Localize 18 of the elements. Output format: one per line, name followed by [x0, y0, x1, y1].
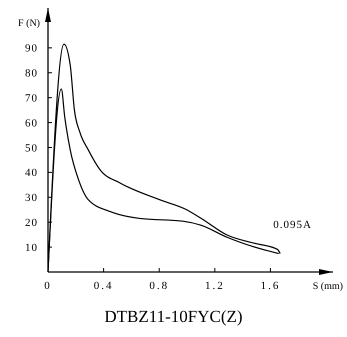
y-tick-label: 80: [25, 68, 38, 80]
y-tick-label: 20: [25, 217, 38, 230]
x-tick-label: 0: [44, 280, 52, 292]
x-axis-title: S (mm): [312, 281, 343, 292]
y-tick-label: 50: [25, 142, 38, 154]
y-tick-label: 30: [25, 192, 38, 204]
x-tick-label: 0.4: [94, 280, 114, 292]
y-tick-label: 70: [25, 92, 38, 105]
y-axis-title: F (N): [18, 18, 40, 29]
x-tick-label: 0.8: [149, 280, 170, 292]
x-tick-label: 1.2: [204, 280, 225, 292]
annotation: 0.095A: [273, 219, 312, 231]
y-tick-label: 60: [25, 117, 38, 130]
y-tick-label: 90: [25, 42, 38, 55]
x-tick-label: 1.6: [260, 280, 280, 292]
text: DTBZ11-10FYC(Z): [104, 307, 243, 326]
y-tick-label: 40: [25, 167, 38, 180]
y-tick-label: 10: [25, 242, 38, 254]
